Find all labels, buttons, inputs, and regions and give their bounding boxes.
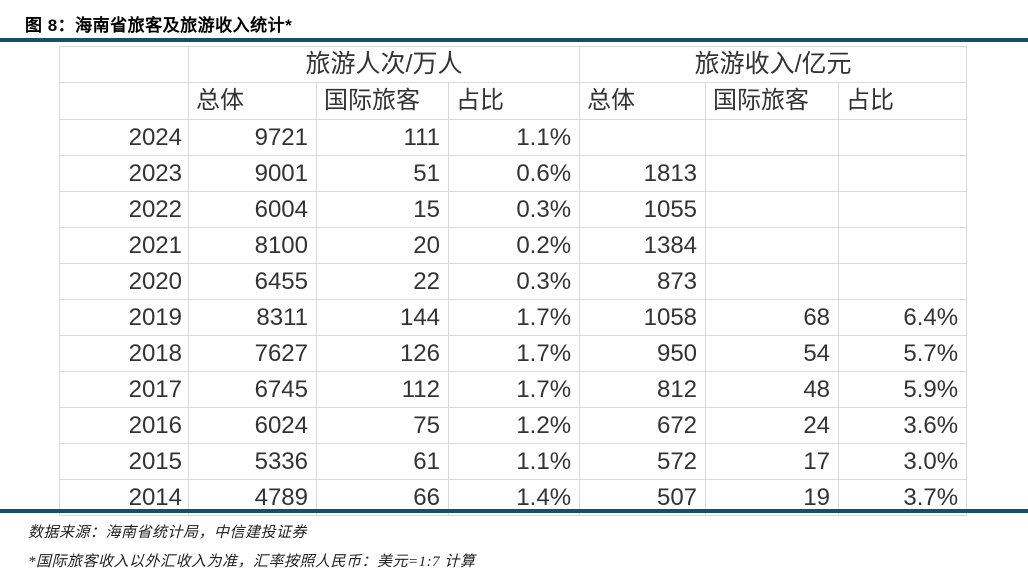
year-cell: 2022 — [59, 191, 189, 228]
year-cell: 2020 — [59, 263, 189, 300]
pax-intl-cell: 22 — [316, 263, 449, 300]
rev-total-cell: 873 — [579, 263, 707, 300]
rev-share-cell: 5.9% — [838, 371, 968, 408]
rev-share-cell: 6.4% — [838, 299, 968, 336]
table-row: 2020 6455 22 0.3% 873 — [59, 263, 968, 300]
table-row: 2021 8100 20 0.2% 1384 — [59, 227, 968, 264]
rev-total-cell: 1384 — [579, 227, 707, 264]
year-cell: 2018 — [59, 335, 189, 372]
rev-share-cell — [838, 191, 968, 228]
pax-share-cell: 1.1% — [447, 119, 581, 156]
pax-total-cell: 9721 — [188, 119, 317, 156]
table-row: 2018 7627 126 1.7% 950 54 5.7% — [59, 335, 968, 372]
rev-total-cell: 1055 — [579, 191, 707, 228]
rev-share-cell — [838, 263, 968, 300]
table-row: 2016 6024 75 1.2% 672 24 3.6% — [59, 407, 968, 444]
rev-intl-cell — [705, 191, 840, 228]
rev-share-cell: 3.0% — [838, 443, 968, 480]
pax-intl-cell: 20 — [316, 227, 449, 264]
table-row: 2023 9001 51 0.6% 1813 — [59, 155, 968, 192]
bottom-divider-rule — [0, 509, 1028, 513]
pax-total-cell: 6455 — [188, 263, 317, 300]
pax-intl-cell: 144 — [316, 299, 449, 336]
statistics-table: 旅游人次/万人 旅游收入/亿元 总体 国际旅客 占比 总体 国际旅客 占比 20… — [59, 46, 968, 516]
table-row: 2015 5336 61 1.1% 572 17 3.0% — [59, 443, 968, 480]
column-header-pax-share: 占比 — [447, 82, 581, 120]
sub-header-row: 总体 国际旅客 占比 总体 国际旅客 占比 — [59, 82, 968, 120]
table-row: 2022 6004 15 0.3% 1055 — [59, 191, 968, 228]
pax-intl-cell: 61 — [316, 443, 449, 480]
pax-share-cell: 0.3% — [447, 191, 581, 228]
rev-share-cell: 5.7% — [838, 335, 968, 372]
pax-share-cell: 1.1% — [447, 443, 581, 480]
rev-intl-cell: 17 — [705, 443, 840, 480]
pax-total-cell: 6004 — [188, 191, 317, 228]
year-cell: 2021 — [59, 227, 189, 264]
pax-share-cell: 1.2% — [447, 407, 581, 444]
pax-total-cell: 9001 — [188, 155, 317, 192]
table-row: 2024 9721 111 1.1% — [59, 119, 968, 156]
pax-intl-cell: 126 — [316, 335, 449, 372]
pax-total-cell: 5336 — [188, 443, 317, 480]
pax-share-cell: 1.7% — [447, 371, 581, 408]
figure-title: 图 8：海南省旅客及旅游收入统计* — [25, 16, 293, 35]
column-header-pax-intl: 国际旅客 — [316, 82, 449, 120]
pax-intl-cell: 75 — [316, 407, 449, 444]
table-row: 2017 6745 112 1.7% 812 48 5.9% — [59, 371, 968, 408]
table-row: 2019 8311 144 1.7% 1058 68 6.4% — [59, 299, 968, 336]
column-header-rev-intl: 国际旅客 — [705, 82, 840, 120]
rev-total-cell — [579, 119, 707, 156]
group-header-revenue: 旅游收入/亿元 — [579, 46, 968, 83]
year-cell: 2023 — [59, 155, 189, 192]
column-header-pax-total: 总体 — [188, 82, 317, 120]
rev-intl-cell — [705, 119, 840, 156]
year-cell: 2017 — [59, 371, 189, 408]
group-header-passengers: 旅游人次/万人 — [187, 46, 581, 83]
pax-share-cell: 1.7% — [447, 335, 581, 372]
data-source-note: 数据来源：海南省统计局，中信建投证券 — [28, 525, 308, 541]
pax-total-cell: 6745 — [188, 371, 317, 408]
pax-intl-cell: 15 — [316, 191, 449, 228]
group-header-row: 旅游人次/万人 旅游收入/亿元 — [59, 46, 968, 83]
pax-share-cell: 0.6% — [447, 155, 581, 192]
pax-intl-cell: 51 — [316, 155, 449, 192]
rev-share-cell — [838, 227, 968, 264]
column-header-rev-share: 占比 — [838, 82, 968, 120]
rev-intl-cell — [705, 227, 840, 264]
rev-intl-cell: 24 — [705, 407, 840, 444]
rev-intl-cell: 54 — [705, 335, 840, 372]
rev-share-cell — [838, 155, 968, 192]
exchange-rate-footnote: *国际旅客收入以外汇收入为准，汇率按照人民币：美元=1:7 计算 — [28, 554, 476, 570]
pax-share-cell: 1.7% — [447, 299, 581, 336]
rev-intl-cell — [705, 155, 840, 192]
pax-intl-cell: 112 — [316, 371, 449, 408]
rev-share-cell: 3.6% — [838, 407, 968, 444]
year-cell: 2016 — [59, 407, 189, 444]
pax-total-cell: 6024 — [188, 407, 317, 444]
rev-intl-cell: 48 — [705, 371, 840, 408]
pax-share-cell: 0.3% — [447, 263, 581, 300]
rev-intl-cell — [705, 263, 840, 300]
pax-share-cell: 0.2% — [447, 227, 581, 264]
rev-total-cell: 672 — [579, 407, 707, 444]
year-cell: 2019 — [59, 299, 189, 336]
rev-total-cell: 572 — [579, 443, 707, 480]
rev-total-cell: 812 — [579, 371, 707, 408]
rev-total-cell: 1813 — [579, 155, 707, 192]
top-divider-rule — [0, 38, 1028, 42]
corner-cell — [59, 46, 189, 83]
rev-total-cell: 1058 — [579, 299, 707, 336]
pax-total-cell: 7627 — [188, 335, 317, 372]
rev-intl-cell: 68 — [705, 299, 840, 336]
rev-share-cell — [838, 119, 968, 156]
year-cell: 2015 — [59, 443, 189, 480]
pax-intl-cell: 111 — [316, 119, 449, 156]
corner-cell — [59, 82, 189, 120]
year-cell: 2024 — [59, 119, 189, 156]
pax-total-cell: 8100 — [188, 227, 317, 264]
pax-total-cell: 8311 — [188, 299, 317, 336]
rev-total-cell: 950 — [579, 335, 707, 372]
column-header-rev-total: 总体 — [579, 82, 707, 120]
